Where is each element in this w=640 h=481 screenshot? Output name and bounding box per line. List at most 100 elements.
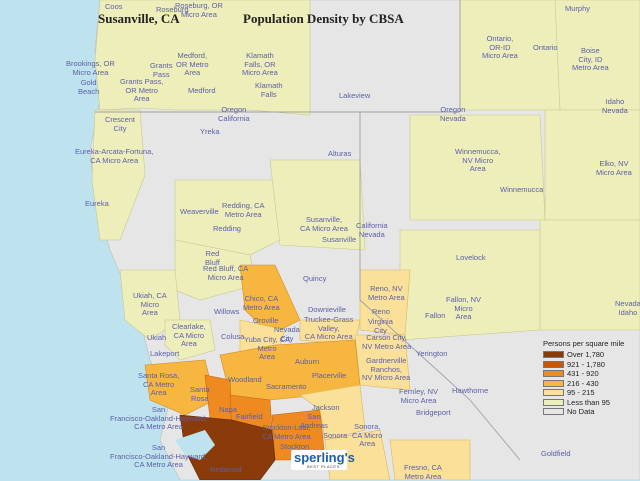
map-label: Gardnerville Ranchos, NV Micro Area: [362, 356, 411, 382]
map-label: California Nevada: [356, 221, 388, 239]
state-border-ca-nv: [359, 112, 521, 461]
region-susanville: [269, 159, 366, 251]
legend-item: Less than 95: [543, 398, 640, 408]
map-label: Colusa: [221, 332, 245, 341]
map-label: Winnemucca: [500, 185, 544, 194]
region-foothill: [299, 384, 366, 441]
region-elko: [544, 109, 640, 221]
map-label: Nevada Idaho: [615, 299, 640, 317]
map-label: Santa Rosa: [190, 385, 210, 403]
map-label: Red Bluff: [205, 249, 220, 267]
map-label: Fallon: [425, 311, 446, 320]
map-label: Murphy: [565, 4, 591, 13]
map-label: Medford: [188, 86, 216, 95]
map-label: Santa Rosa, CA Metro Area: [138, 371, 180, 397]
region-east-nv: [539, 219, 640, 331]
map-label: Clearlake, CA Micro Area: [172, 322, 206, 348]
map-label: Susanville, CA Micro Area: [300, 215, 348, 233]
map-label: Alturas: [328, 149, 352, 158]
map-label: Downieville: [308, 305, 346, 314]
map-label: Eureka-Arcata-Fortuna, CA Micro Area: [75, 147, 154, 165]
map-label: Red Bluff, CA Micro Area: [203, 264, 249, 282]
legend-item: 216 - 430: [543, 379, 640, 389]
map-label: Susanville: [322, 235, 357, 244]
legend-label: No Data: [567, 407, 595, 417]
legend-label: 431 - 920: [567, 369, 599, 379]
map-label: Roseburg: [156, 5, 189, 14]
region-fresno: [389, 439, 471, 480]
map-label: Elko, NV Micro Area: [596, 159, 632, 177]
map-label: Truckee-Grass Valley, CA Micro Area: [304, 315, 354, 341]
map-label: San Andreas: [300, 412, 328, 430]
legend-label: Less than 95: [567, 397, 610, 407]
legend-swatch: [543, 389, 564, 397]
map-label: Woodland: [228, 375, 262, 384]
legend-swatch: [543, 360, 564, 368]
map-label: Placerville: [312, 371, 347, 380]
brand-subtitle: BEST PLACES: [307, 464, 340, 469]
map-label: Lakeport: [150, 349, 180, 358]
map-label: Redding, CA Metro Area: [222, 201, 265, 219]
legend-swatch: [543, 379, 564, 387]
map-label: Sonora, CA Micro Area: [352, 422, 383, 448]
map-label: Stockton-Lodi, CA Metro Area: [262, 423, 311, 441]
map-label: Auburn: [295, 357, 320, 366]
map-label: Lakeview: [339, 91, 371, 100]
map-label: Redding: [213, 224, 241, 233]
map-label: Stockton: [280, 442, 310, 451]
map-label: Quincy: [303, 274, 327, 283]
legend-label: 216 - 430: [567, 378, 599, 388]
location-title: Susanville, CA: [98, 11, 180, 26]
map-label: Reno, NV Metro Area: [368, 284, 405, 302]
region-sw-oregon: [94, 0, 311, 116]
legend-label: 921 - 1,780: [567, 359, 605, 369]
map-label: Redwood: [210, 465, 242, 474]
map-label: Chico, CA Metro Area: [243, 294, 280, 312]
region-chico: [239, 264, 301, 336]
map-label: Klamath Falls, OR Micro Area: [242, 51, 278, 77]
legend-label: 95 - 215: [567, 388, 595, 398]
legend-item: No Data: [543, 407, 640, 417]
map-label: Grants Pass, OR Metro Area: [120, 77, 164, 103]
map-label: Boise City, ID Metro Area: [572, 46, 609, 72]
map-label: Brookings, OR Micro Area: [66, 59, 115, 77]
bay-water: [175, 430, 215, 460]
map-label: Roseburg, OR Micro Area: [175, 1, 223, 19]
map-label: Ontario, OR-ID Micro Area: [482, 34, 518, 60]
map-label: Fallon, NV Micro Area: [446, 295, 482, 321]
map-label: San Francisco-Oakland-Hayward, CA Metro …: [110, 443, 208, 469]
map-label: Sacramento: [266, 382, 307, 391]
map-label: Yreka: [200, 127, 220, 136]
map-label: Oregon Nevada: [440, 105, 466, 123]
brand-wordmark: sperling's: [294, 450, 355, 465]
map-label: Fairfield: [236, 412, 263, 421]
region-fallon: [399, 229, 541, 341]
map-label: Gold Beach: [78, 78, 100, 96]
map-label: Lovelock: [456, 253, 486, 262]
region-eureka: [91, 109, 146, 241]
map-label: Winnemucca, NV Micro Area: [455, 147, 501, 173]
map-label: Crescent City: [105, 115, 136, 133]
legend-swatch: [543, 408, 564, 416]
brand-logo: sperling's BEST PLACES: [291, 450, 355, 470]
page-title: Population Density by CBSA: [243, 11, 404, 26]
map-label: Ukiah: [147, 333, 167, 342]
map-label: Willows: [214, 307, 240, 316]
legend-title: Persons per square mile: [543, 339, 625, 348]
legend-swatch: [543, 398, 564, 406]
map-label: Coos: [105, 2, 123, 11]
map-label: Reno: [372, 307, 390, 316]
map-label: Ukiah, CA Micro Area: [133, 291, 167, 317]
map-label: Idaho Nevada: [602, 97, 628, 115]
map-label: Yuba City, CA Metro Area: [244, 335, 291, 361]
map-label: Oroville: [253, 316, 279, 325]
legend-item: 95 - 215: [543, 388, 640, 398]
map-label: Fresno, CA Metro Area: [404, 463, 442, 481]
map-legend: Persons per square mile Over 1,780 921 -…: [543, 339, 640, 417]
legend-swatch: [543, 351, 564, 359]
map-label: Hawthorne: [452, 386, 489, 395]
map-label: Sonora: [323, 431, 348, 440]
map-label: Virginia City: [368, 317, 393, 335]
map-label: Yerington: [416, 349, 448, 358]
